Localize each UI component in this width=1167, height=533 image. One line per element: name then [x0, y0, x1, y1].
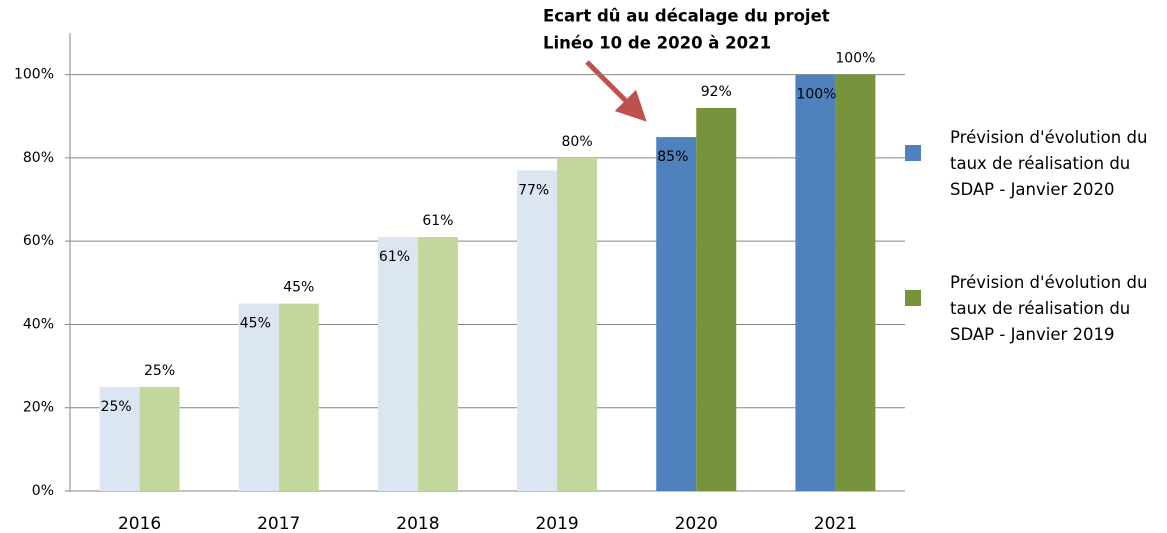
bar [139, 386, 180, 491]
x-tick-label: 2018 [396, 514, 439, 533]
bar [99, 386, 140, 491]
data-label: 85% [657, 149, 688, 165]
data-label: 61% [422, 213, 453, 229]
legend-label: Prévision d'évolution du taux de réalisa… [950, 273, 1148, 344]
x-tick-label: 2019 [535, 514, 578, 533]
bar [656, 137, 697, 491]
y-tick-label: 40% [23, 316, 54, 332]
data-label: 25% [101, 399, 132, 415]
y-tick-label: 0% [32, 483, 54, 499]
bar [238, 303, 279, 491]
annotation: Ecart dû au décalage du projet [543, 7, 830, 26]
data-label: 77% [518, 182, 549, 198]
data-label: 45% [240, 316, 271, 332]
data-label: 25% [144, 363, 175, 379]
y-tick-label: 20% [23, 400, 54, 416]
legend-swatch [905, 145, 921, 161]
data-label: 92% [701, 84, 732, 100]
bar [835, 74, 876, 492]
data-label: 61% [379, 249, 410, 265]
y-tick-label: 60% [23, 233, 54, 249]
legend-swatch [905, 290, 921, 306]
bar [517, 170, 558, 491]
bar [696, 107, 737, 491]
bar [377, 237, 418, 491]
annotation: Linéo 10 de 2020 à 2021 [543, 34, 771, 53]
data-label: 45% [283, 280, 314, 296]
data-label: 80% [562, 134, 593, 150]
y-tick-label: 100% [14, 67, 54, 83]
annotation-arrow [585, 60, 647, 122]
x-tick-label: 2016 [118, 514, 161, 533]
data-label: 100% [835, 51, 875, 67]
bar [557, 157, 598, 491]
bar [795, 74, 836, 492]
x-tick-label: 2017 [257, 514, 300, 533]
legend-label: Prévision d'évolution du taux de réalisa… [950, 128, 1148, 199]
y-tick-label: 80% [23, 150, 54, 166]
bar [417, 237, 458, 491]
x-tick-label: 2021 [814, 514, 857, 533]
data-label: 100% [796, 87, 836, 103]
bar [278, 303, 319, 491]
x-tick-label: 2020 [675, 514, 718, 533]
